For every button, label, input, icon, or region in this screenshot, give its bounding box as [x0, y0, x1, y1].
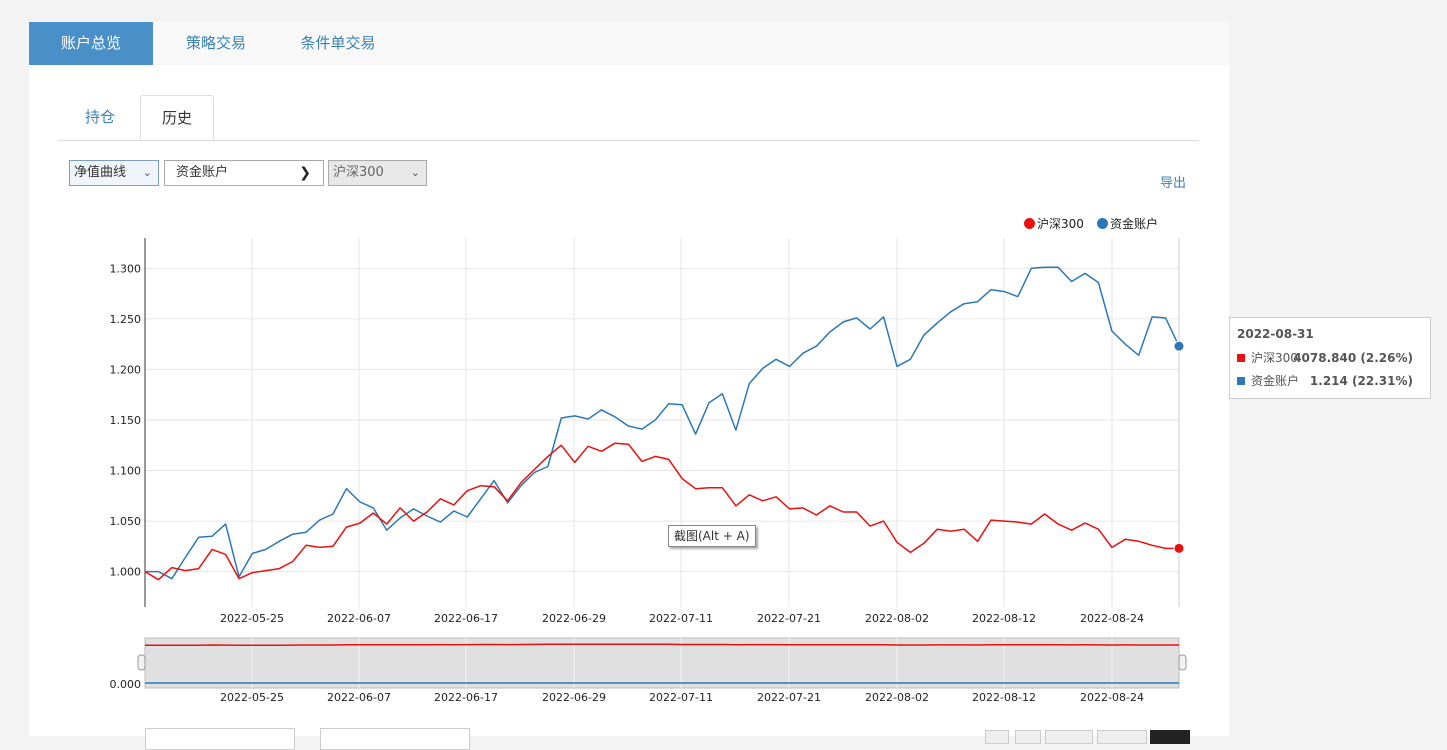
tab-account-overview[interactable]: 账户总览 [29, 22, 153, 65]
end-date-input[interactable] [320, 728, 470, 750]
legend-dot-icon [1097, 218, 1108, 229]
sub-tab-bar: 持仓 历史 [58, 95, 1199, 141]
range-button[interactable] [1045, 730, 1093, 744]
start-date-input[interactable] [145, 728, 295, 750]
tooltip-row-account: 资金账户 1.214 (22.31%) [1237, 372, 1427, 390]
account-value: 资金账户 [176, 165, 229, 180]
square-icon [1237, 354, 1245, 362]
legend-dot-icon [1024, 218, 1035, 229]
legend-item-account[interactable]: 资金账户 [1097, 215, 1158, 232]
export-link[interactable]: 导出 [1160, 176, 1187, 191]
curve-type-value: 净值曲线 [74, 165, 127, 180]
tab-strategy-trading[interactable]: 策略交易 [185, 34, 246, 52]
benchmark-select[interactable]: 沪深300 ⌄ [328, 160, 427, 186]
square-icon [1237, 377, 1245, 385]
main-tab-bar: 账户总览 策略交易 条件单交易 [29, 22, 1229, 65]
tooltip-series-value: 1.214 (22.31%) [1309, 374, 1413, 388]
legend-label: 资金账户 [1110, 217, 1159, 231]
chevron-down-icon: ⌄ [142, 166, 152, 179]
legend-label: 沪深300 [1037, 217, 1084, 231]
chevron-down-icon: ❯ [299, 165, 311, 181]
tab-holdings[interactable]: 持仓 [84, 108, 115, 126]
screenshot-hint-tooltip: 截图(Alt + A) [668, 525, 756, 547]
tooltip-row-hs300: 沪深300 4078.840 (2.26%) [1237, 349, 1427, 367]
range-button-active[interactable] [1150, 730, 1190, 744]
chevron-down-icon: ⌄ [410, 166, 420, 179]
tooltip-date: 2022-08-31 [1237, 327, 1314, 341]
account-select[interactable]: 资金账户 ❯ [164, 160, 324, 186]
range-button[interactable] [985, 730, 1009, 744]
tooltip-series-name: 沪深300 [1251, 351, 1298, 365]
chart-tooltip: 2022-08-31 沪深300 4078.840 (2.26%) 资金账户 1.2… [1229, 317, 1431, 399]
main-panel: 账户总览 策略交易 条件单交易 持仓 历史 [29, 22, 1229, 736]
legend-item-hs300[interactable]: 沪深300 [1024, 215, 1084, 232]
curve-type-select[interactable]: 净值曲线 ⌄ [69, 160, 159, 186]
benchmark-value: 沪深300 [333, 165, 384, 180]
range-button[interactable] [1097, 730, 1147, 744]
range-button[interactable] [1015, 730, 1041, 744]
tab-history[interactable]: 历史 [140, 95, 214, 140]
tab-conditional-order-trading[interactable]: 条件单交易 [300, 34, 376, 52]
tooltip-series-value: 4078.840 (2.26%) [1293, 351, 1413, 365]
tooltip-series-name: 资金账户 [1251, 374, 1300, 388]
